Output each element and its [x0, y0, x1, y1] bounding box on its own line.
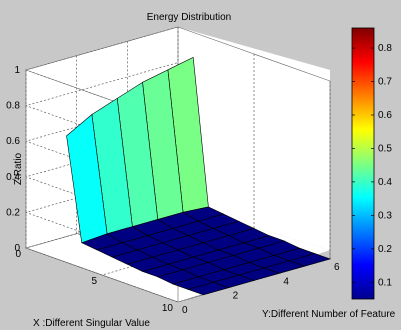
y-tick-label: 6 [334, 262, 340, 273]
colorbar-tick-label: 0.5 [378, 143, 392, 154]
z-tick-label: 0.2 [6, 207, 20, 218]
x-tick-label: 5 [91, 276, 97, 287]
y-tick-label: 2 [233, 291, 239, 302]
z-axis-label: Z:Ratio [13, 152, 24, 185]
y-tick-label: 0 [182, 305, 188, 316]
colorbar-tick-label: 0.4 [378, 177, 392, 188]
axes-edge [177, 26, 331, 82]
z-tick-label: 0.4 [6, 172, 20, 183]
colorbar: 0.1 0.2 0.3 0.4 0.5 0.6 0.7 0.8 [351, 27, 392, 300]
surface-mesh [66, 56, 331, 296]
colorbar-tick-label: 0.8 [378, 43, 392, 54]
colorbar-tick-label: 0.1 [378, 277, 392, 288]
z-tick-label: 0 [14, 243, 20, 254]
chart-title: Energy Distribution [147, 12, 231, 23]
z-tick-label: 1 [14, 65, 20, 76]
z-tick-label: 0.8 [6, 101, 20, 112]
colorbar-tick-label: 0.6 [378, 110, 392, 121]
surface-patch [187, 281, 230, 296]
x-tick-label: 10 [162, 303, 174, 314]
y-axis-label: Y:Different Number of Feature [262, 309, 396, 320]
x-axis-label: X :Different Singular Value [33, 318, 150, 329]
z-tick-label: 0.6 [6, 136, 20, 147]
colorbar-tick-label: 0.7 [378, 77, 392, 88]
colorbar-tick-label: 0.3 [378, 210, 392, 221]
y-tick-label: 4 [283, 276, 289, 287]
colorbar-ticks: 0.1 0.2 0.3 0.4 0.5 0.6 0.7 0.8 [352, 43, 392, 288]
colorbar-gradient [351, 27, 375, 300]
x-tick-label: 0 [15, 249, 21, 260]
colorbar-tick-label: 0.2 [378, 244, 392, 255]
